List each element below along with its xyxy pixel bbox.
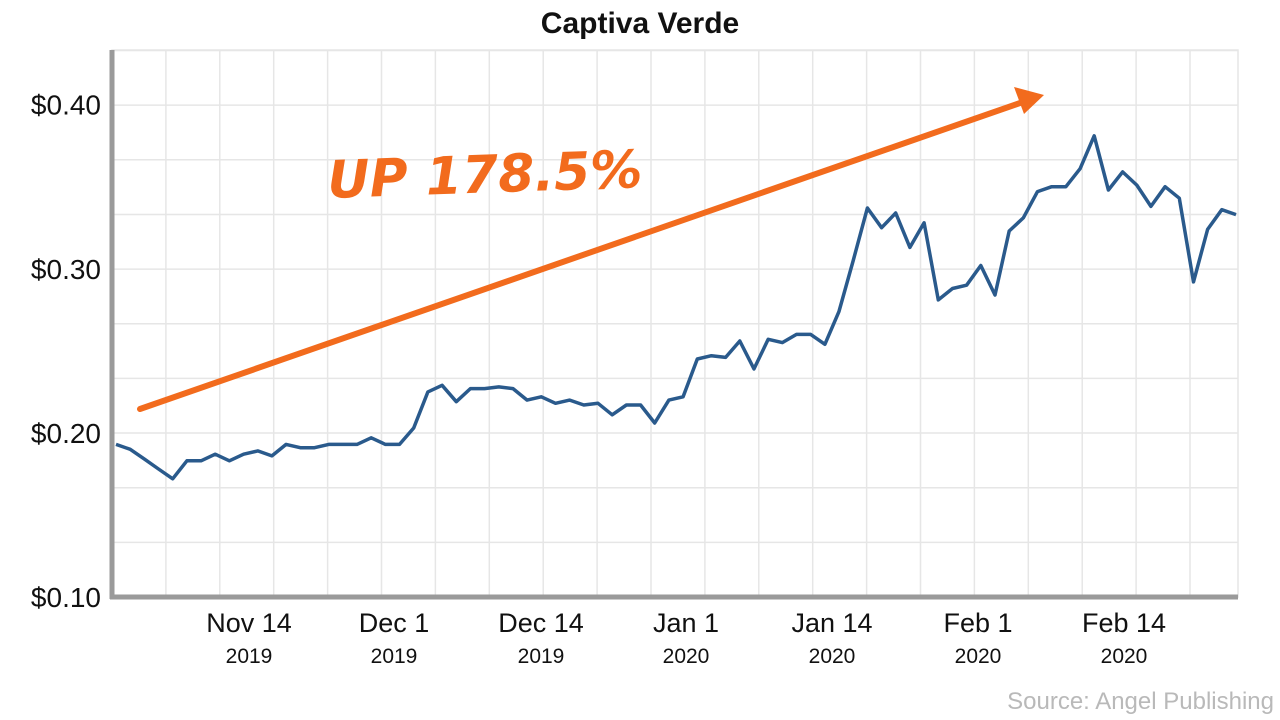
axes — [109, 50, 1238, 600]
x-tick-year: 2020 — [955, 645, 1002, 668]
x-tick-year: 2020 — [1101, 645, 1148, 668]
x-tick-year: 2019 — [518, 645, 565, 668]
y-tick-label: $0.40 — [31, 90, 101, 121]
y-tick-label: $0.30 — [31, 254, 101, 285]
source-label: Source: Angel Publishing — [1007, 688, 1274, 715]
annotation-text: UP 178.5% — [326, 140, 643, 211]
chart-title: Captiva Verde — [541, 7, 739, 40]
trend-arrow-line — [137, 100, 1023, 412]
x-tick-label: Feb 1 — [943, 608, 1012, 638]
x-tick-label: Feb 14 — [1082, 608, 1166, 638]
x-tick-year: 2020 — [663, 645, 710, 668]
x-tick-label: Dec 1 — [359, 608, 430, 638]
grid — [111, 49, 1239, 598]
x-tick-year: 2019 — [226, 645, 273, 668]
trend-arrow-head — [1014, 87, 1044, 114]
series-group — [115, 134, 1237, 481]
x-tick-label: Jan 1 — [653, 608, 719, 638]
x-tick-year: 2020 — [809, 645, 856, 668]
y-tick-label: $0.10 — [31, 582, 101, 613]
y-tick-labels: $0.10 $0.20 $0.30 $0.40 — [31, 90, 101, 613]
x-tick-label: Dec 14 — [498, 608, 584, 638]
x-tick-label: Nov 14 — [206, 608, 292, 638]
price-line — [115, 134, 1237, 481]
x-tick-label: Jan 14 — [791, 608, 872, 638]
x-tick-year: 2019 — [371, 645, 418, 668]
annotation-group: UP 178.5% — [137, 87, 1044, 412]
y-tick-label: $0.20 — [31, 418, 101, 449]
x-tick-labels: Nov 14 2019 Dec 1 2019 Dec 14 2019 Jan 1 2020 Ja… — [206, 608, 1166, 668]
